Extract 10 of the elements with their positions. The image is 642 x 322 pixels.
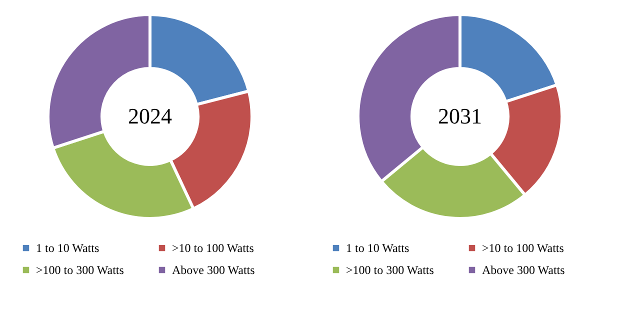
legend-label: >100 to 300 Watts [36, 263, 124, 277]
text: 2031 [438, 104, 482, 128]
legend-label: >10 to 100 Watts [482, 241, 564, 256]
text: 2024 [128, 104, 172, 128]
legend-label: 1 to 10 Watts [36, 241, 100, 256]
legend-label: Above 300 Watts [172, 263, 256, 277]
legend-label: Above 300 Watts [482, 263, 566, 277]
legend-label: >100 to 300 Watts [346, 263, 434, 277]
legend-label: 1 to 10 Watts [346, 241, 410, 256]
legend-label: >10 to 100 Watts [172, 241, 254, 256]
